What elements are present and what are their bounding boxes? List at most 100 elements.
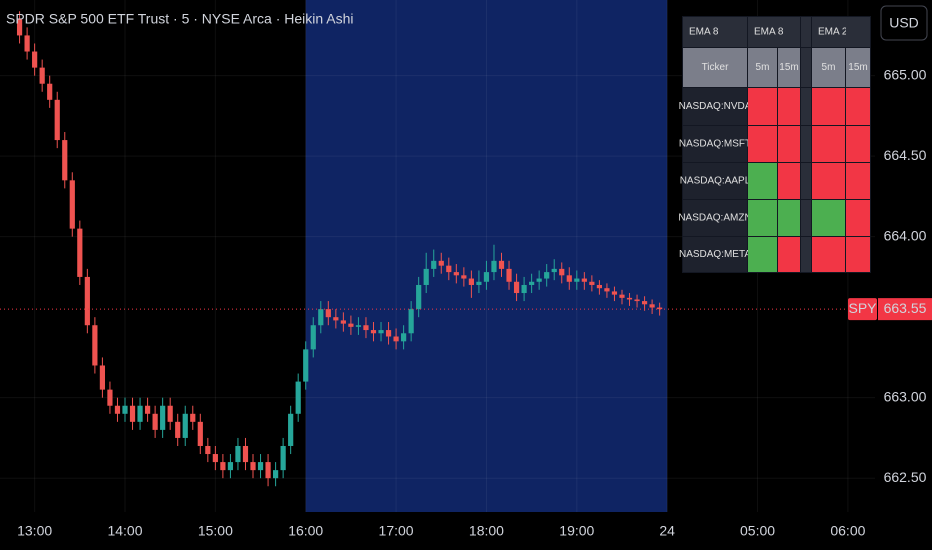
signal-cell xyxy=(812,200,845,236)
chart-title: SPDR S&P 500 ETF Trust · 5 · NYSE Arca ·… xyxy=(6,11,354,27)
candle-body xyxy=(84,276,90,326)
candle-body xyxy=(318,309,324,326)
candle-body xyxy=(69,180,75,229)
candle-body xyxy=(295,381,301,414)
candle-body xyxy=(160,405,166,430)
signal-cell xyxy=(748,163,777,199)
candle-body xyxy=(536,278,542,282)
signal-cell xyxy=(812,163,845,199)
candle-body xyxy=(453,272,459,276)
signal-cell xyxy=(812,126,845,162)
candle-body xyxy=(513,281,520,294)
candle-body xyxy=(506,268,512,282)
table-cell xyxy=(748,48,777,87)
table-header: EMA 21 xyxy=(818,27,853,38)
x-tick-label: 17:00 xyxy=(379,523,414,539)
table-cell xyxy=(801,200,811,236)
table-cell xyxy=(801,126,811,162)
table-cell xyxy=(801,237,811,272)
table-header-cell xyxy=(683,17,747,47)
candle-body xyxy=(378,330,384,334)
table-header: EMA 8 xyxy=(689,27,719,38)
candle-body xyxy=(235,445,241,463)
signal-cell xyxy=(846,163,870,199)
candle-body xyxy=(16,19,23,36)
table-cell xyxy=(801,48,811,87)
x-tick-label: 16:00 xyxy=(288,523,323,539)
candle-body xyxy=(280,445,286,471)
signal-cell xyxy=(778,200,800,236)
signal-cell xyxy=(778,88,800,125)
candle-body xyxy=(521,284,527,294)
last-label: SPY xyxy=(848,300,877,316)
candle-body xyxy=(596,284,602,289)
currency-label[interactable]: USD xyxy=(889,15,919,31)
candle-body xyxy=(408,309,414,334)
indicator-table: EMA 8 EMA 8 EMA 21 Ticker 5m 15m 5m 15m NASDAQ:N… xyxy=(678,16,871,273)
candle-body xyxy=(423,268,429,285)
candle-body xyxy=(370,330,377,334)
table-subheader: 15m xyxy=(848,62,867,73)
x-tick-label: 24 xyxy=(659,523,675,539)
table-cell xyxy=(683,126,747,162)
signal-cell xyxy=(812,237,845,272)
candle-body xyxy=(24,35,30,52)
candle-body xyxy=(634,299,640,302)
table-ticker: NASDAQ:AAPL xyxy=(680,176,751,187)
candle-body xyxy=(446,265,452,273)
candle-body xyxy=(649,304,655,308)
candle-body xyxy=(483,272,490,282)
candle-body xyxy=(152,413,158,430)
currency-button[interactable] xyxy=(880,5,928,41)
signal-cell xyxy=(846,126,870,162)
candle-body xyxy=(257,462,264,471)
table-ticker: NASDAQ:MSFT xyxy=(679,139,751,150)
signal-cell xyxy=(748,88,777,125)
x-tick-label: 06:00 xyxy=(830,523,865,539)
candle-body xyxy=(122,405,128,414)
y-tick-label: 664.50 xyxy=(884,147,927,163)
candle-body xyxy=(604,288,610,292)
signal-cell xyxy=(778,237,800,272)
x-tick-label: 13:00 xyxy=(17,523,52,539)
candle-body xyxy=(340,320,346,324)
candle-body xyxy=(54,99,60,141)
candle-body xyxy=(77,228,83,277)
table-subheader: 15m xyxy=(779,62,798,73)
last-label-box xyxy=(848,298,877,321)
signal-cell xyxy=(748,237,777,272)
candle-body xyxy=(657,307,663,310)
x-tick-label: 05:00 xyxy=(740,523,775,539)
candle-body xyxy=(99,365,106,390)
signal-cell xyxy=(748,126,777,162)
candle-body xyxy=(175,421,181,438)
candle-body xyxy=(574,278,580,282)
candle-body xyxy=(212,454,218,463)
candle-body xyxy=(551,268,557,273)
candle-body xyxy=(129,405,136,422)
table-cell xyxy=(683,88,747,125)
candle-body xyxy=(393,336,399,342)
candle-body xyxy=(92,325,98,366)
candle-body xyxy=(190,413,196,422)
signal-cell xyxy=(846,237,870,272)
table-cell xyxy=(683,237,747,272)
table-header: EMA 8 xyxy=(754,27,784,38)
candle-body xyxy=(363,325,369,331)
table-subheader: 5m xyxy=(756,62,770,73)
candle-body xyxy=(197,421,203,446)
table-cell xyxy=(812,48,845,87)
candle-body xyxy=(32,51,38,68)
candle-body xyxy=(589,281,595,285)
candle-body xyxy=(401,333,407,342)
candle-body xyxy=(581,278,587,282)
candle-body xyxy=(566,275,572,282)
candle-body xyxy=(242,445,249,463)
last-price-label: 663.55 xyxy=(884,300,927,316)
candle-body xyxy=(205,445,211,455)
candle-body xyxy=(144,405,151,414)
candle-body xyxy=(325,309,331,318)
